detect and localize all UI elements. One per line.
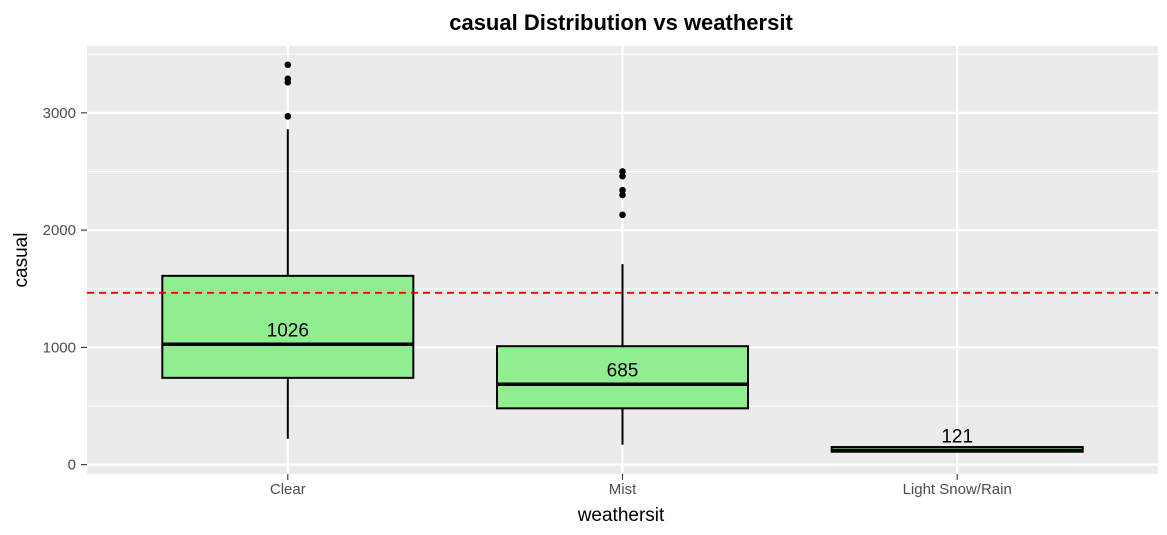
y-tick-label: 3000	[43, 105, 76, 122]
box-iqr	[161, 274, 415, 379]
box-0	[161, 61, 415, 439]
outlier-point	[619, 211, 626, 219]
axis-ticks: 0 1000 2000 3000 Clear Mist Light Snow/Rain	[43, 105, 1012, 498]
x-axis-title: weathersit	[577, 505, 665, 526]
y-tick-label: 2000	[43, 222, 76, 239]
chart-title: casual Distribution vs weathersit	[449, 10, 793, 35]
outlier-point	[619, 186, 626, 194]
y-tick-label: 1000	[43, 339, 76, 356]
x-tick-label: Clear	[270, 481, 306, 498]
median-label: 1026	[267, 320, 309, 341]
median-label: 121	[941, 426, 973, 447]
outlier-point	[284, 75, 292, 83]
outlier-point	[284, 61, 292, 69]
outlier-point	[284, 113, 292, 120]
x-tick-label: Light Snow/Rain	[903, 481, 1012, 498]
outlier-point	[619, 172, 626, 180]
data-labels: 1026 685 121	[267, 320, 973, 447]
box-1	[495, 168, 750, 445]
outlier-point	[619, 168, 626, 175]
y-axis-title: casual	[11, 233, 32, 288]
y-tick-label: 0	[68, 457, 76, 474]
outlier-point	[619, 191, 626, 199]
median-label: 685	[607, 360, 639, 381]
box-2	[830, 445, 1084, 453]
boxes	[161, 61, 1084, 453]
x-tick-label: Mist	[609, 481, 637, 498]
box-iqr	[495, 345, 750, 410]
